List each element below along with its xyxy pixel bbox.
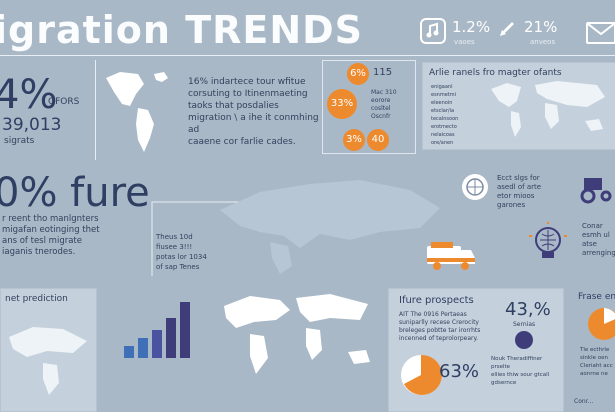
far-right-line: aonrne ne bbox=[580, 371, 608, 377]
legend-item: eleenoin bbox=[431, 100, 453, 106]
bar-chart-graphic bbox=[124, 302, 190, 358]
legend-item: erotmecto bbox=[431, 124, 457, 130]
world-map-small bbox=[106, 72, 168, 152]
hero-percent-sub: OFORS bbox=[48, 97, 80, 107]
prospects-stat-line: ellies thiw sour gtcall bbox=[491, 372, 550, 378]
header-stat-2-sub: anveos bbox=[530, 38, 556, 46]
orange-value-1: 115 bbox=[373, 67, 393, 78]
prospects-title: Ifure prospects bbox=[399, 295, 474, 306]
prospects-stat-line: gdsernce bbox=[491, 380, 517, 386]
intro-paragraph: 16% indartece tour wfitue corsuting to I… bbox=[188, 76, 328, 148]
note-line: garones bbox=[497, 201, 526, 209]
prospects-panel: Ifure prospects AIT The 0916 Pertaeas su… bbox=[388, 288, 564, 412]
intro-line: 16% indartece tour wfitue bbox=[188, 77, 306, 87]
callout-line: potas lor 1034 bbox=[156, 253, 207, 261]
intro-line: caaene cor farlie cades. bbox=[188, 137, 296, 147]
header-stat-1-sub: vaoes bbox=[454, 38, 475, 46]
callout-line: of sap Tenes bbox=[156, 263, 200, 271]
envelope-icon bbox=[586, 22, 615, 44]
legend-item: etsclar/ia bbox=[431, 108, 455, 114]
orange-stats-panel: 6% 115 33% Mac 310 eorore cosltel Oscnfr… bbox=[322, 60, 416, 154]
orange-circle-3: 3% bbox=[343, 129, 365, 151]
note-line: Ecct slgs for bbox=[497, 174, 540, 182]
prospects-stat-sub: Sernias bbox=[513, 321, 536, 328]
footer-text: Conr... bbox=[574, 398, 594, 405]
callout-line: Theus 10d bbox=[156, 233, 193, 241]
legend-item: tecalnsoon bbox=[431, 116, 459, 122]
right-notes-top: Ecct slgs for asedl of arte etor mioos g… bbox=[497, 174, 541, 210]
future-paragraph: r reent tho manlgnters migafan eotinging… bbox=[2, 214, 107, 258]
right-notes-bottom: Conar esmh ul atse arrenging bbox=[582, 222, 615, 258]
note-line: etor mioos bbox=[497, 192, 535, 200]
future-line: ans of tesl migrate bbox=[2, 236, 82, 246]
page-title: igration TRENDS bbox=[0, 8, 364, 52]
legend-item: ore/anen bbox=[431, 140, 454, 146]
prospects-line: breleges pobtte tar irorrhts bbox=[399, 327, 481, 334]
far-right-pie bbox=[588, 308, 615, 340]
callout-line: fiusee 3!!! bbox=[156, 243, 193, 251]
van-icon bbox=[425, 238, 477, 276]
far-right-title: Frase ennt bbox=[578, 292, 615, 302]
orange-circle-2: 33% bbox=[327, 89, 357, 119]
orange-circle-1: 6% bbox=[347, 63, 369, 85]
orange-note: cosltel bbox=[371, 105, 391, 112]
prospects-stat-text: Nouk Theradiffiner prselte ellies thiw s… bbox=[491, 355, 563, 387]
net-prediction-label: net prediction bbox=[5, 294, 68, 304]
future-headline: 0% fure bbox=[0, 170, 150, 216]
orange-note: Oscnfr bbox=[371, 113, 391, 120]
hero-percent: 4% bbox=[0, 72, 58, 118]
intro-line: corsuting to Itinenmaeting bbox=[188, 89, 308, 99]
future-line: iaganis tnerodes. bbox=[2, 247, 76, 257]
map-legend: enigaanl esnmetmi eleenoin etsclar/ia te… bbox=[431, 83, 458, 147]
legend-item: esnmetmi bbox=[431, 92, 457, 98]
far-right-line: Tle ecthrle bbox=[580, 347, 610, 353]
tractor-icon bbox=[578, 170, 614, 208]
orange-note: Mac 310 bbox=[371, 89, 397, 96]
prospects-text: AIT The 0916 Pertaeas suniparlly recese … bbox=[399, 311, 480, 343]
note-line: arrenging bbox=[582, 249, 615, 257]
header-stat-2: 21% bbox=[524, 18, 558, 36]
hero-number-sub: sigrats bbox=[4, 136, 35, 146]
legend-item: nelaicoas bbox=[431, 132, 455, 138]
net-prediction-panel: net prediction bbox=[0, 288, 97, 412]
world-map-bottom-left bbox=[9, 327, 87, 395]
world-map-bottom-center bbox=[224, 294, 370, 374]
world-map-large bbox=[220, 180, 440, 274]
orange-notes: Mac 310 eorore cosltel Oscnfr bbox=[371, 89, 397, 121]
legend-item: enigaanl bbox=[431, 84, 453, 90]
hero-number: 39,013 bbox=[2, 115, 62, 135]
prospects-line: AIT The 0916 Pertaeas bbox=[399, 311, 467, 318]
globe-icon bbox=[462, 174, 488, 200]
map-panel-title: Arlie ranels fro magter ofants bbox=[429, 68, 562, 78]
world-map-panel bbox=[491, 81, 605, 137]
column-divider bbox=[95, 60, 96, 160]
orange-note: eorore bbox=[371, 97, 391, 104]
lightbulb-icon bbox=[528, 222, 568, 270]
rocket-icon bbox=[496, 18, 518, 44]
prospects-pie bbox=[401, 354, 442, 395]
prospects-stat: 43,% bbox=[505, 299, 551, 320]
header-stat-1: 1.2% bbox=[452, 18, 491, 36]
callout-text: Theus 10d fiusee 3!!! potas lor 1034 of … bbox=[156, 232, 207, 272]
future-line: r reent tho manlgnters bbox=[2, 214, 99, 224]
far-right-text: Tle ecthrle sinkle oen Cleriaht acc aonr… bbox=[580, 346, 613, 378]
note-line: asedl of arte bbox=[497, 183, 542, 191]
future-line: migafan eotinging thet bbox=[2, 225, 100, 235]
header-divider bbox=[0, 55, 615, 56]
prospects-line: incenned of teprolorpeary. bbox=[399, 335, 479, 342]
music-note-icon bbox=[420, 18, 446, 44]
note-line: Conar bbox=[582, 222, 603, 230]
orange-circle-4: 40 bbox=[367, 129, 389, 151]
prospects-stat-line: Nouk Theradiffiner prselte bbox=[491, 356, 543, 370]
regional-map-panel: Arlie ranels fro magter ofants enigaanl … bbox=[422, 62, 615, 150]
intro-line: taoks that posdalies bbox=[188, 101, 279, 111]
note-line: atse bbox=[582, 240, 597, 248]
far-right-line: sinkle oen bbox=[580, 355, 608, 361]
prospects-pie-percent: 63% bbox=[439, 361, 480, 382]
lightbulb-small-icon bbox=[515, 331, 533, 349]
prospects-line: suniparlly recese Crerocity bbox=[399, 319, 479, 326]
far-right-line: Cleriaht acc bbox=[580, 363, 613, 369]
intro-line: migration \ a ihe it conmhing ad bbox=[188, 113, 319, 135]
note-line: esmh ul bbox=[582, 231, 610, 239]
